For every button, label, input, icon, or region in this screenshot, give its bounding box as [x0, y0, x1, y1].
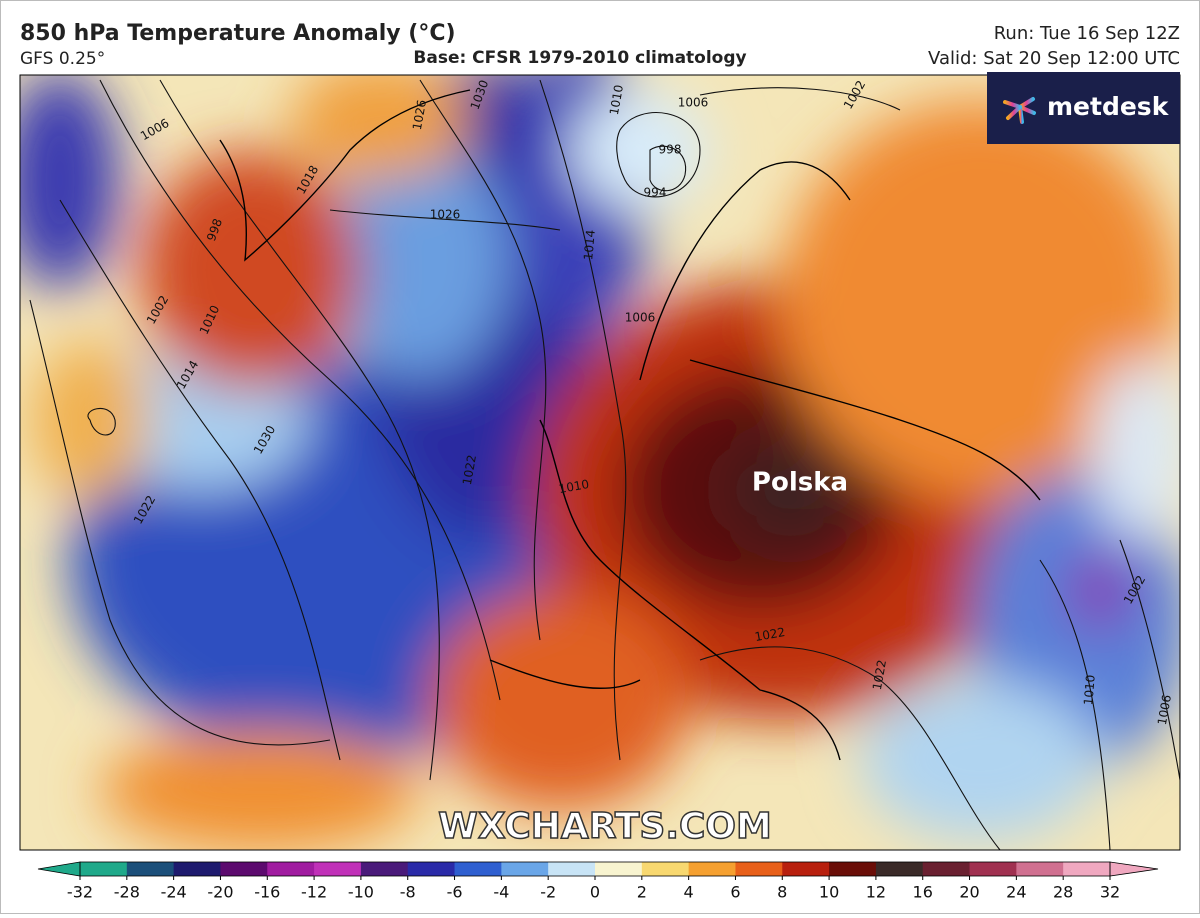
colorbar-segment: [220, 862, 268, 876]
isobar-label: 1010: [607, 84, 626, 117]
colorbar-segment: [501, 862, 549, 876]
colorbar-tick-label: 24: [1006, 883, 1026, 902]
colorbar-tick-label: 6: [730, 883, 740, 902]
map: [20, 75, 1180, 850]
colorbar-tick-label: -20: [207, 883, 233, 902]
colorbar-segment: [1063, 862, 1111, 876]
colorbar-segment: [267, 862, 315, 876]
colorbar-segment: [641, 862, 690, 876]
colorbar-segment: [126, 862, 175, 876]
logo-icon: [1003, 90, 1036, 124]
colorbar-segment: [1016, 862, 1064, 876]
colorbar-segment: [314, 862, 362, 876]
isobar-label: 1006: [678, 96, 709, 110]
colorbar-segment: [829, 862, 877, 876]
colorbar-segment: [407, 862, 456, 876]
isobar-label: 1026: [410, 99, 429, 132]
colorbar-segment: [782, 862, 830, 876]
colorbar-segment: [80, 862, 128, 876]
colorbar-segment: [688, 862, 736, 876]
title: 850 hPa Temperature Anomaly (°C): [20, 21, 456, 46]
colorbar-tick-label: -10: [348, 883, 374, 902]
colorbar-segment: [548, 862, 596, 876]
valid: Valid: Sat 20 Sep 12:00 UTC: [928, 48, 1180, 69]
colorbar-tick-label: 32: [1100, 883, 1120, 902]
colorbar-tick-label: 0: [590, 883, 600, 902]
colorbar-tick-label: 2: [637, 883, 647, 902]
colorbar-tick-label: -2: [540, 883, 556, 902]
isobar-label: 1010: [1081, 674, 1098, 706]
colorbar-tick-label: -24: [161, 883, 187, 902]
isobar-label: 994: [644, 186, 667, 200]
colorbar-segment: [735, 862, 783, 876]
isobar-label: 1006: [625, 311, 656, 325]
logo-text: metdesk: [1047, 92, 1170, 121]
isobar-label: 1014: [581, 229, 598, 261]
colorbar-segment: [969, 862, 1017, 876]
colorbar-tick-label: 4: [684, 883, 694, 902]
colorbar-tick-label: 10: [819, 883, 839, 902]
isobar-label: 1022: [754, 625, 787, 644]
isobar-label: 1022: [460, 454, 479, 487]
isobar-label: 1026: [430, 208, 461, 222]
colorbar-tick-label: 20: [959, 883, 979, 902]
colorbar-tick-label: -28: [114, 883, 140, 902]
run: Run: Tue 16 Sep 12Z: [994, 23, 1180, 44]
model: GFS 0.25°: [20, 49, 105, 69]
colorbar-tick-label: 28: [1053, 883, 1073, 902]
isobar-label: 998: [659, 143, 682, 157]
country-label: Polska: [752, 468, 848, 498]
colorbar-tick-label: -32: [67, 883, 93, 902]
colorbar-tick-label: 8: [777, 883, 787, 902]
isobar-label: 1010: [558, 477, 591, 496]
colorbar-tick-label: -4: [493, 883, 509, 902]
colorbar-tick-label: -8: [400, 883, 416, 902]
map-border: [19, 74, 1181, 851]
colorbar-tick-label: -6: [447, 883, 463, 902]
isobar-label: 1006: [1155, 694, 1174, 727]
watermark: WXCHARTS.COM: [438, 806, 772, 847]
colorbar-segment: [875, 862, 924, 876]
colorbar-segment: [173, 862, 221, 876]
base: Base: CFSR 1979-2010 climatology: [413, 48, 746, 68]
isobar-label: 1022: [870, 659, 889, 692]
colorbar-segment: [360, 862, 409, 876]
colorbar-tick-label: -12: [301, 883, 327, 902]
colorbar-segment: [922, 862, 971, 876]
colorbar-tick-label: 16: [913, 883, 933, 902]
colorbar: -32 -28 -24 -20 -16 -12 -10 -8 -6 -4 -2 0 2 4 6 8 10 12 16…: [37, 861, 1159, 902]
colorbar-tick-label: 12: [866, 883, 886, 902]
colorbar-segment: [454, 862, 502, 876]
colorbar-segment: [595, 862, 643, 876]
colorbar-tick-label: -16: [254, 883, 280, 902]
